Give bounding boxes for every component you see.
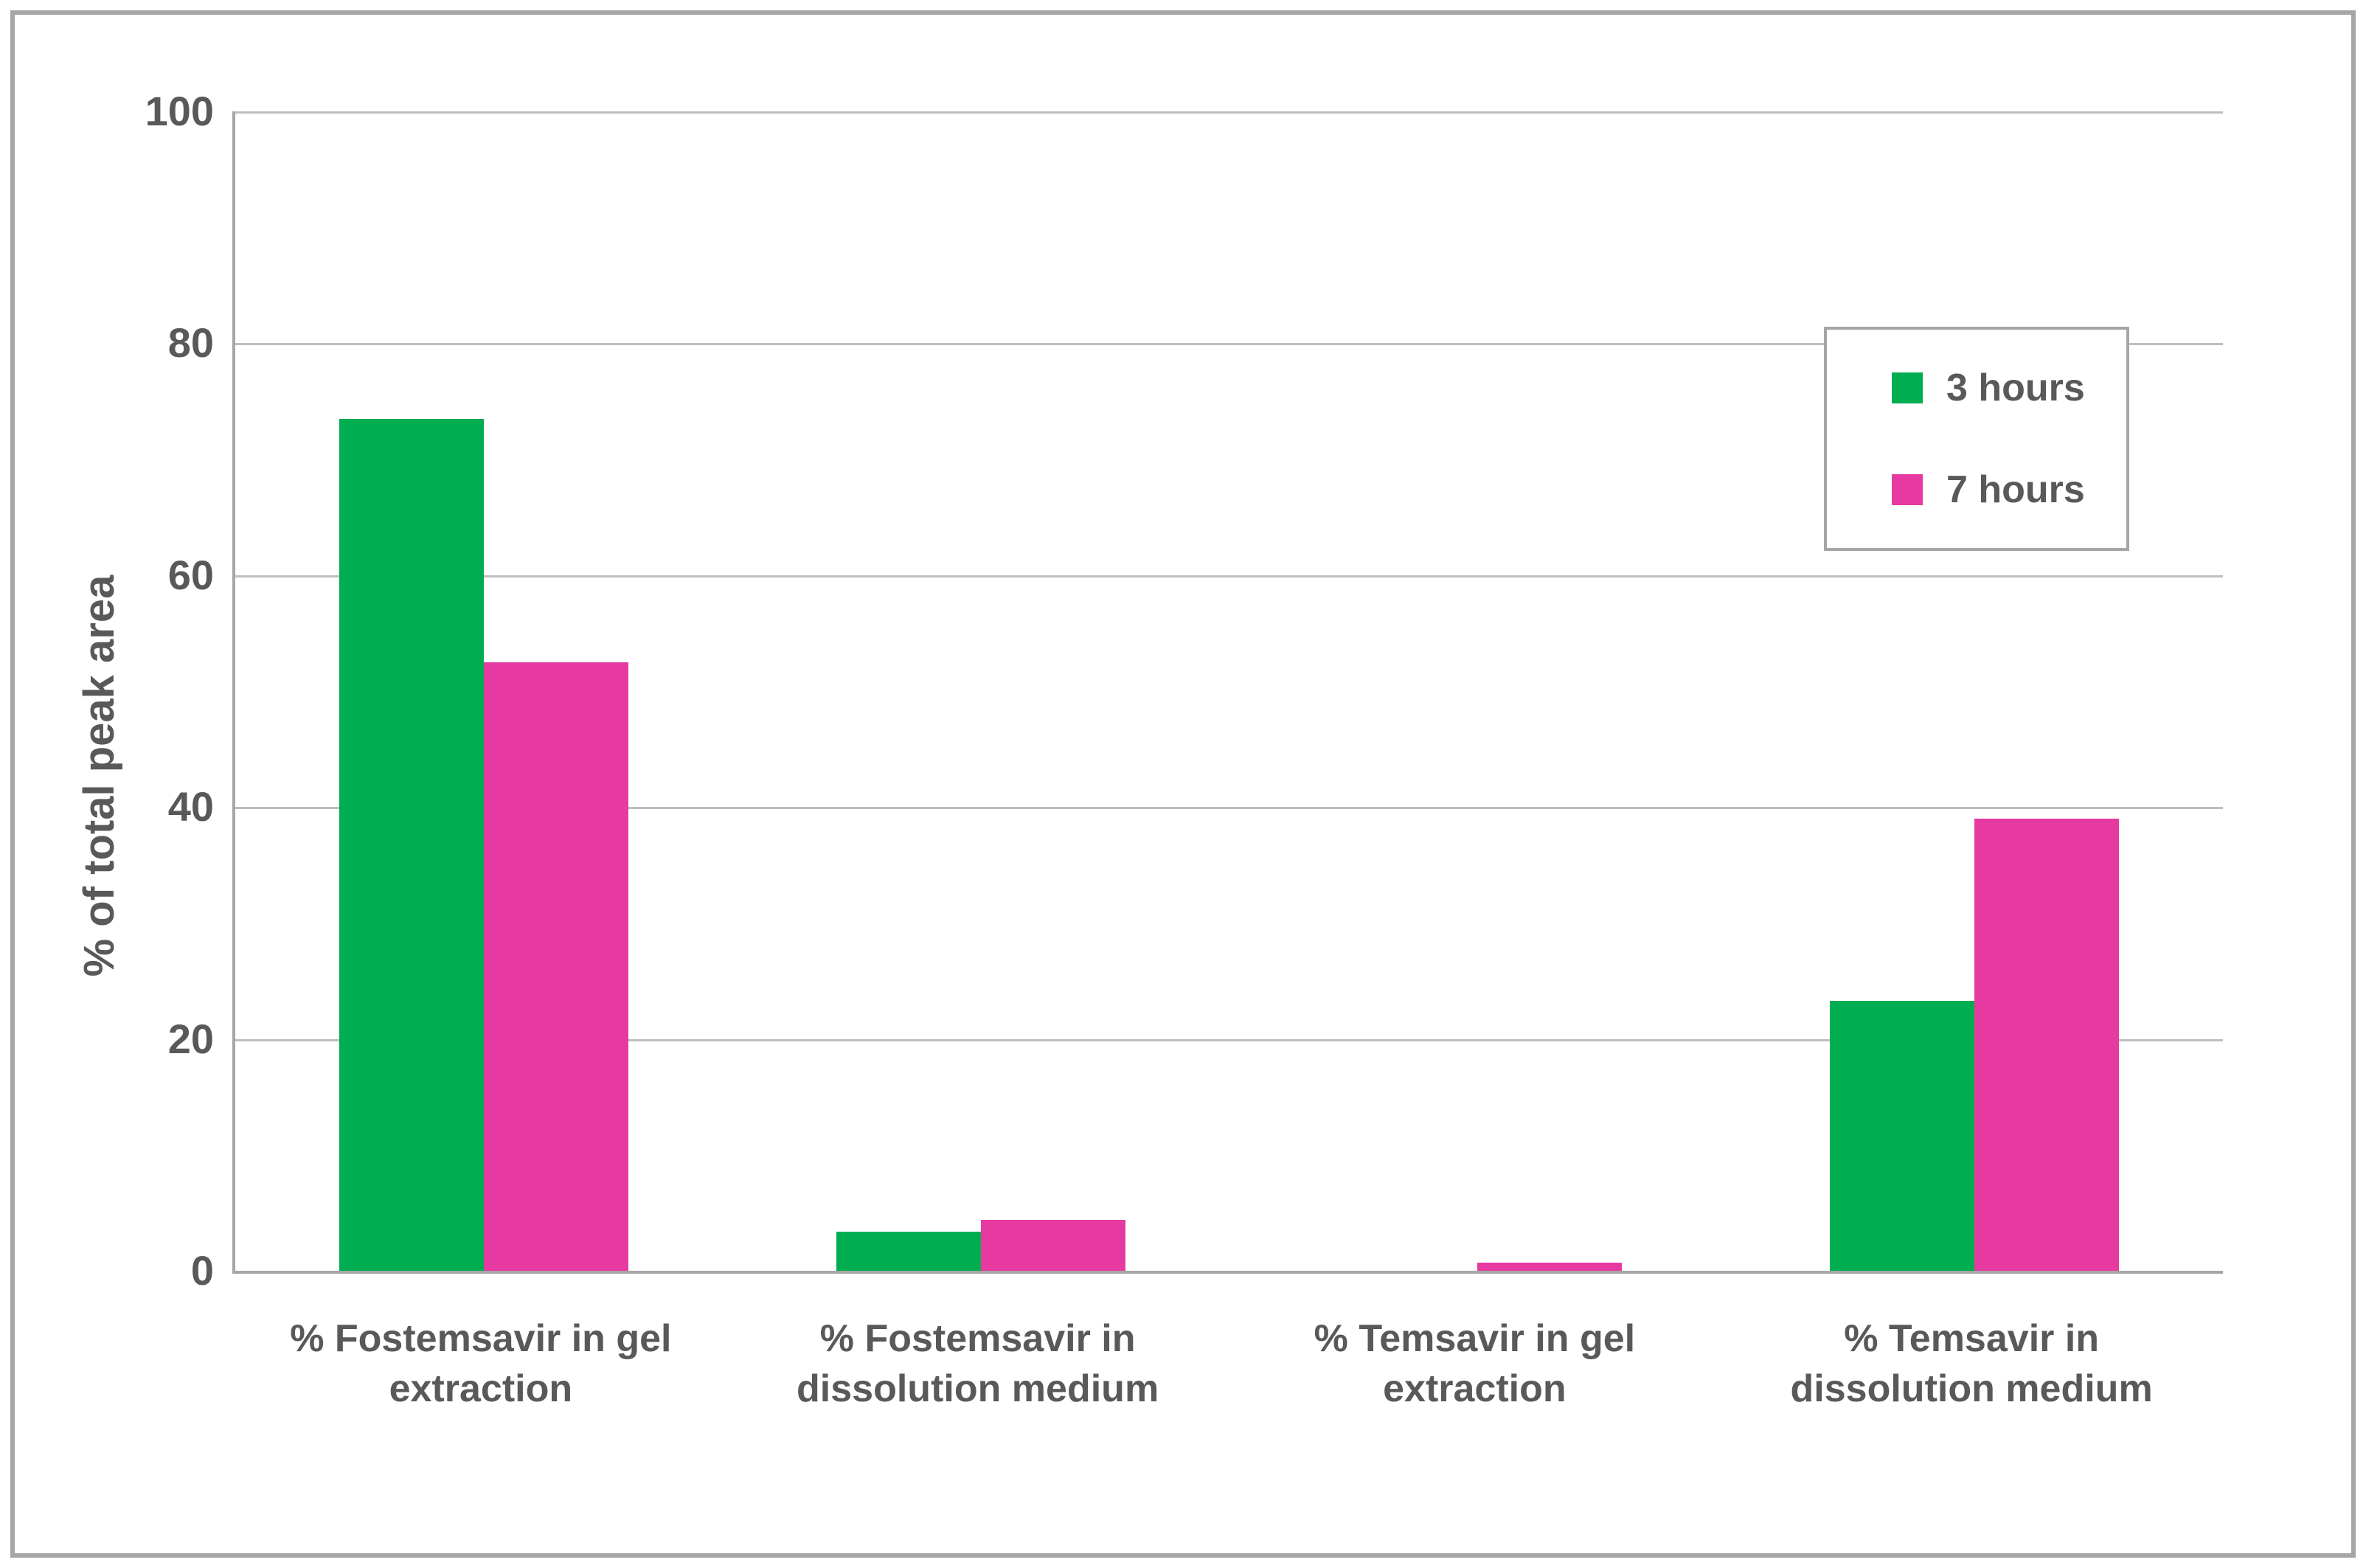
bar-7-hours-category-3: [1477, 1263, 1623, 1271]
gridline-y-100: [235, 111, 2223, 114]
plot-area: [232, 111, 2223, 1274]
legend: 3 hours 7 hours: [1824, 327, 2129, 551]
y-tick-label-20: 20: [167, 1015, 214, 1062]
category-label-2: % Fostemsavir in dissolution medium: [797, 1317, 1159, 1410]
bar-3-hours-category-4: [1830, 1000, 1975, 1271]
gridline-y-80: [235, 343, 2223, 346]
legend-label-7-hours: 7 hours: [1946, 468, 2085, 511]
category-label-1: % Fostemsavir in gel extraction: [290, 1317, 672, 1410]
bar-3-hours-category-1: [339, 418, 484, 1271]
category-label-3: % Temsavir in gel extraction: [1314, 1317, 1636, 1410]
legend-label-3-hours: 3 hours: [1946, 367, 2085, 409]
bar-7-hours-category-1: [483, 662, 628, 1271]
legend-swatch-3-hours-icon: [1892, 372, 1923, 403]
legend-entry-3-hours: 3 hours: [1892, 366, 2126, 410]
gridline-y-40: [235, 807, 2223, 810]
legend-swatch-7-hours-icon: [1892, 474, 1923, 505]
bar-3-hours-category-2: [836, 1231, 981, 1271]
y-tick-label-100: 100: [145, 88, 214, 134]
gridline-y-20: [235, 1038, 2223, 1041]
legend-entry-7-hours: 7 hours: [1892, 468, 2126, 512]
y-tick-label-40: 40: [167, 783, 214, 830]
bar-7-hours-category-2: [980, 1219, 1125, 1271]
y-tick-label-80: 80: [167, 319, 214, 367]
gridline-y-60: [235, 575, 2223, 577]
y-tick-label-0: 0: [190, 1247, 214, 1294]
bar-7-hours-category-4: [1974, 818, 2120, 1271]
y-tick-label-60: 60: [167, 551, 214, 598]
category-label-4: % Temsavir in dissolution medium: [1790, 1317, 2153, 1410]
